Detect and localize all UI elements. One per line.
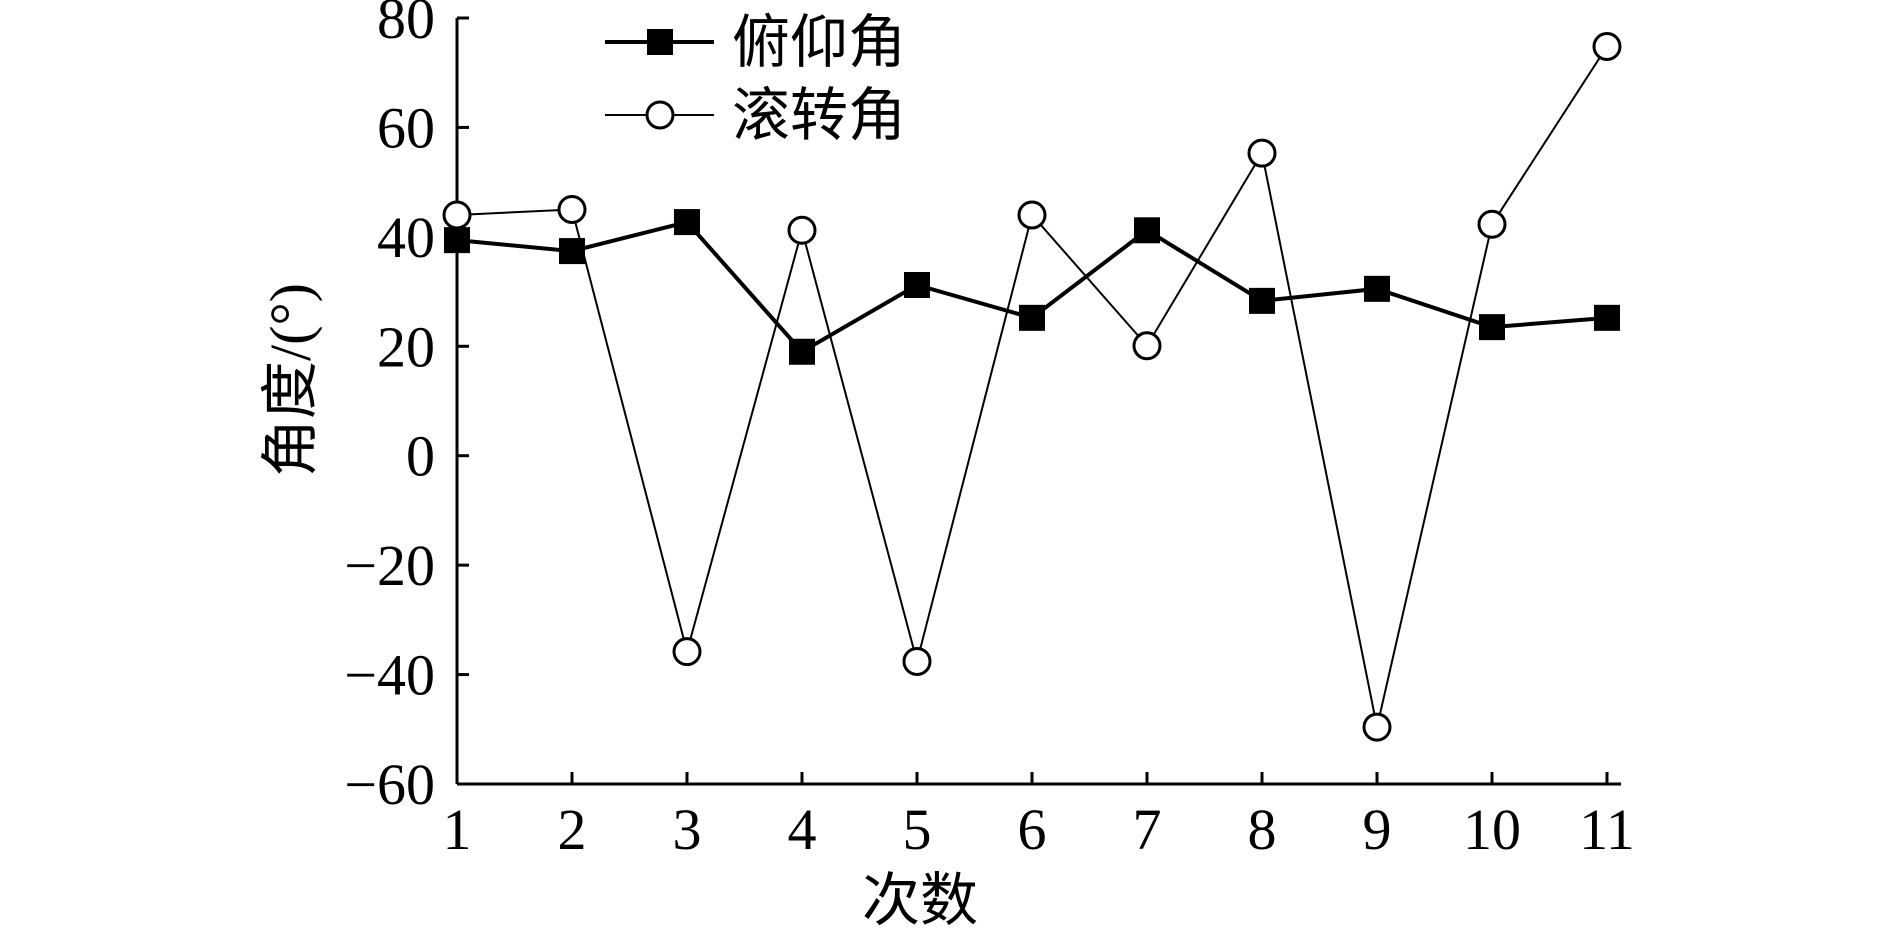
data-point (1479, 314, 1505, 341)
legend-label: 滚转角 (732, 83, 906, 148)
data-point (1592, 31, 1622, 61)
data-point (442, 200, 472, 230)
y-tick-label: 60 (377, 95, 435, 160)
y-tick-label: −40 (344, 643, 435, 708)
data-point (787, 215, 817, 245)
series-line (456, 45, 1608, 728)
data-point (1132, 331, 1162, 361)
data-point (1594, 304, 1620, 331)
y-tick-label: 40 (377, 205, 435, 270)
x-tick-label: 3 (673, 797, 702, 862)
y-tick-label: −20 (344, 533, 435, 598)
y-axis-label: 角度/(°) (258, 283, 323, 477)
data-point (1247, 138, 1277, 168)
x-tick-label: 7 (1133, 797, 1162, 862)
x-tick-label: 11 (1579, 797, 1635, 862)
data-point (1017, 200, 1047, 230)
legend-label: 俯仰角 (732, 10, 906, 75)
y-tick-label: 0 (406, 424, 435, 489)
data-point (1477, 209, 1507, 239)
x-tick-label: 5 (903, 797, 932, 862)
data-point (444, 227, 470, 254)
data-point (1019, 304, 1045, 331)
x-tick-label: 8 (1248, 797, 1277, 862)
legend-marker (647, 29, 673, 55)
x-axis-label: 次数 (862, 868, 978, 933)
x-tick-label: 9 (1363, 797, 1392, 862)
data-point (1134, 217, 1160, 244)
series-line (456, 219, 1608, 355)
x-tick-label: 2 (558, 797, 587, 862)
data-point (904, 272, 930, 299)
data-point (1364, 275, 1390, 302)
x-tick-label: 1 (443, 797, 472, 862)
data-point (674, 209, 700, 236)
data-point (1249, 287, 1275, 314)
legend-marker (645, 100, 675, 130)
data-point (559, 238, 585, 265)
x-tick-label: 10 (1463, 797, 1521, 862)
data-point (557, 195, 587, 224)
y-tick-label: −60 (344, 752, 435, 817)
data-point (1362, 712, 1392, 742)
y-tick-label: 20 (377, 314, 435, 379)
data-point (672, 637, 702, 667)
data-point (902, 646, 932, 676)
x-tick-label: 4 (788, 797, 817, 862)
data-point (789, 338, 815, 365)
y-tick-label: 80 (377, 0, 435, 51)
x-tick-label: 6 (1018, 797, 1047, 862)
